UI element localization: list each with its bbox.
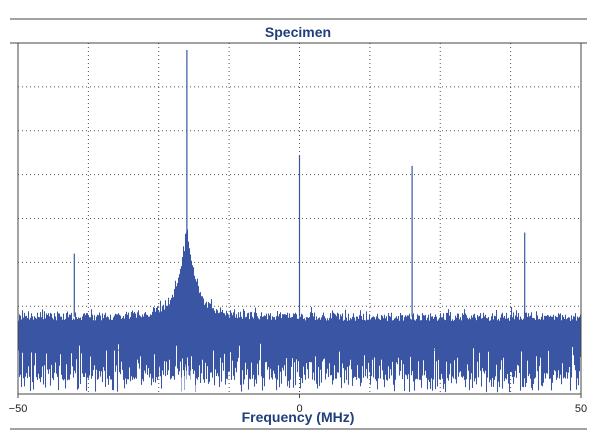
x-tick-label: 0 [296,403,302,415]
plot-area [17,50,582,393]
x-tick-label: 50 [575,403,587,415]
x-tick-label: −50 [9,403,28,415]
x-axis-ticks: −50 0 50 [9,394,587,415]
spectrum-peak-skirt [171,231,203,317]
chart-title: Specimen [265,24,331,40]
x-axis-label: Frequency (MHz) [242,409,355,425]
spectrum-notch [169,361,205,393]
